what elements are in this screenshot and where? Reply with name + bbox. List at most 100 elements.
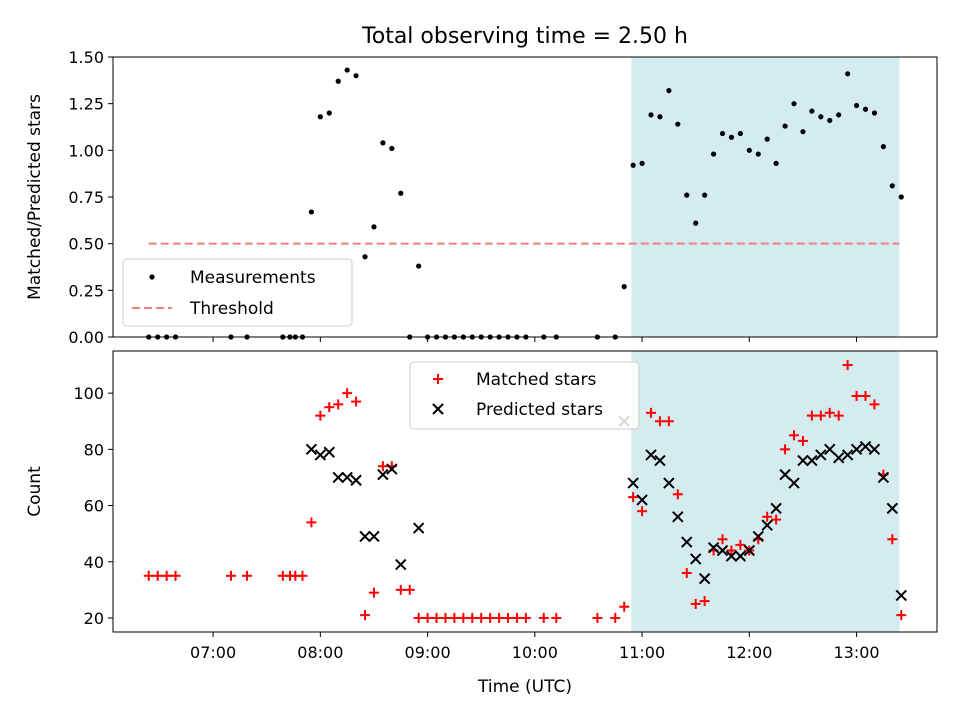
data-point (824, 443, 836, 456)
data-point (800, 129, 806, 135)
data-point (395, 558, 407, 571)
data-point (627, 477, 639, 489)
data-point (707, 541, 720, 554)
data-point (630, 162, 636, 168)
data-point (780, 444, 791, 455)
shaded-region (631, 351, 900, 632)
data-point (538, 612, 549, 623)
data-point (341, 471, 353, 484)
data-point (152, 570, 163, 581)
data-point (832, 452, 845, 464)
data-point (726, 545, 737, 556)
x-marker-b (725, 550, 738, 562)
data-point (850, 443, 863, 456)
x-marker-b (868, 443, 881, 456)
data-point (422, 612, 433, 623)
data-point (690, 598, 701, 609)
y-axis-label: Matched/Predicted stars (25, 94, 45, 300)
data-point (621, 284, 627, 290)
legend-label: Matched stars (476, 370, 596, 390)
data-point (389, 145, 395, 152)
data-point (845, 71, 851, 77)
panel-1: 0.00 0.25 0.50 0.75 1.00 1.25 1.50 Matched/Pred… (25, 48, 938, 347)
series-predicted-stars (305, 415, 907, 602)
legend: Measurements Threshold (122, 258, 353, 327)
x-marker-b (359, 530, 371, 543)
data-point (666, 88, 672, 94)
data-point (762, 511, 773, 522)
data-point (368, 530, 380, 543)
legend: Matched stars Predicted stars (409, 361, 640, 430)
x-marker-b (761, 519, 773, 531)
data-point (833, 410, 844, 421)
data-point (761, 519, 773, 531)
data-point (684, 192, 690, 198)
x-marker-b (716, 544, 729, 557)
x-tick-label: 10:00 (512, 643, 558, 662)
data-point (654, 416, 665, 427)
data-point (646, 407, 657, 418)
data-point (675, 121, 681, 127)
shaded-region (631, 57, 900, 337)
data-point (440, 612, 451, 623)
data-point (412, 522, 425, 534)
data-point (413, 612, 424, 623)
y-axis-label: Count (25, 466, 45, 517)
legend-marker (149, 274, 155, 280)
legend-label: Measurements (190, 268, 316, 288)
data-point (458, 612, 469, 623)
x-marker-b (305, 443, 318, 456)
data-point (716, 544, 729, 557)
data-point (494, 612, 505, 623)
data-point (735, 539, 746, 550)
data-point (377, 468, 389, 481)
data-point (672, 511, 684, 523)
data-point (887, 534, 898, 545)
data-point (689, 553, 702, 565)
data-point (755, 151, 761, 157)
data-point (791, 101, 797, 107)
data-point (824, 407, 835, 418)
data-point (592, 612, 603, 623)
data-point (342, 388, 353, 399)
x-marker-b (815, 449, 827, 461)
data-point (377, 461, 388, 472)
data-point (693, 220, 699, 226)
data-point (681, 567, 692, 578)
x-marker-b (314, 449, 327, 461)
data-point (386, 463, 398, 475)
data-point (344, 67, 350, 73)
data-point (326, 110, 332, 116)
data-point (806, 410, 817, 421)
data-point (869, 399, 880, 410)
data-point (503, 612, 514, 623)
data-point (788, 477, 800, 489)
data-point (648, 112, 654, 118)
x-tick-label: 08:00 (297, 643, 343, 662)
data-point (734, 550, 747, 562)
data-point (853, 102, 860, 109)
data-point (297, 570, 308, 581)
data-point (628, 492, 639, 503)
x-tick-label: 11:00 (619, 643, 665, 662)
data-point (351, 396, 362, 407)
data-point (886, 502, 899, 515)
data-point (737, 130, 743, 137)
data-point (746, 147, 752, 153)
panel-2: 20 40 60 80 100 07:00 08:00 09:00 10:00 11:00 12:0… (25, 350, 938, 697)
x-marker-b (895, 589, 907, 602)
data-point (743, 544, 756, 557)
data-point (871, 110, 878, 116)
data-point (698, 572, 711, 585)
data-point (877, 471, 890, 484)
y-tick-label: 0.50 (68, 235, 104, 254)
data-point (797, 435, 808, 446)
data-point (702, 192, 708, 198)
data-point (485, 612, 496, 623)
y-tick-label: 1.00 (68, 141, 104, 160)
x-marker-b (368, 530, 380, 543)
data-point (639, 160, 645, 166)
x-marker-b (377, 468, 389, 481)
data-point (368, 587, 379, 598)
